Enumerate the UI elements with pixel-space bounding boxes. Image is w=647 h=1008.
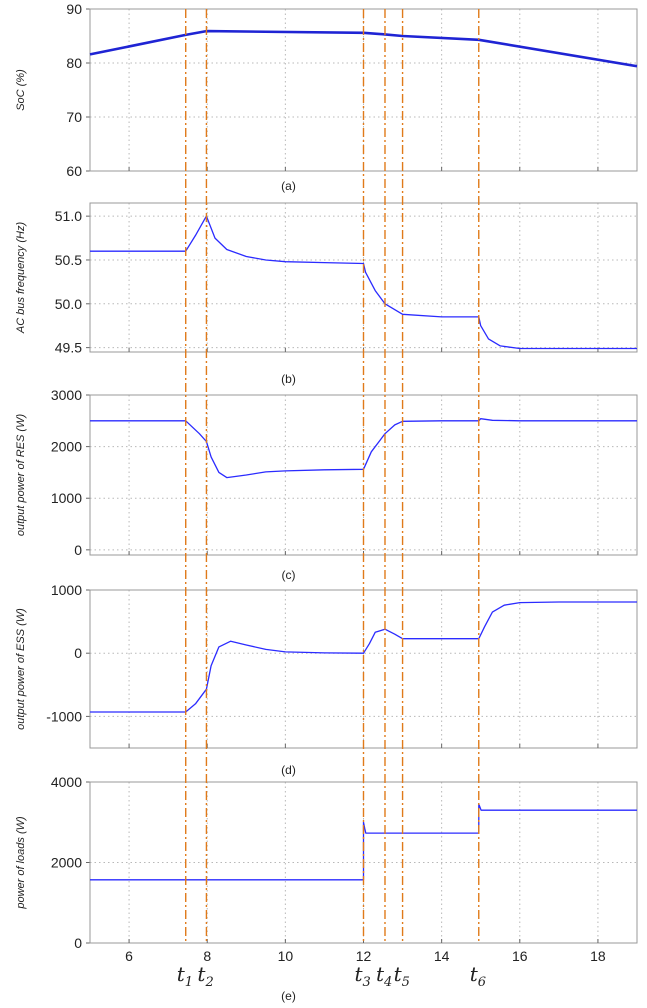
y-tick-label: 1000 (51, 490, 82, 506)
y-tick-label: 0 (74, 645, 82, 661)
y-tick-label: 4000 (51, 774, 82, 790)
y-axis-label: output power of RES (W) (15, 414, 27, 537)
y-tick-label: 0 (74, 542, 82, 558)
y-tick-label: 90 (66, 1, 82, 17)
y-axis-label: output power of ESS (W) (15, 608, 27, 730)
x-tick-label: 6 (125, 948, 133, 964)
series-line (90, 601, 637, 713)
series-line (90, 418, 637, 479)
event-label-subscript: 4 (383, 975, 392, 990)
panel-caption: (a) (281, 179, 296, 193)
event-label-subscript: 5 (402, 975, 410, 990)
x-tick-label: 8 (203, 948, 211, 964)
panel-2: 51.0 50.5 50.0 49.5 AC bus frequency (Hz) (b) (15, 202, 638, 386)
event-label: t4 (376, 962, 392, 990)
y-axis-label: SoC (%) (15, 69, 27, 111)
series-line (90, 215, 637, 350)
event-label: t6 (470, 962, 486, 990)
bottom-caption: (e) (281, 989, 296, 1003)
x-tick-label: 16 (512, 948, 528, 964)
y-tick-label: 70 (66, 109, 82, 125)
y-tick-label: 50.0 (55, 296, 82, 312)
event-label-subscript: 1 (185, 975, 193, 990)
event-label-subscript: 6 (478, 975, 486, 990)
y-tick-label: 60 (66, 163, 82, 179)
panel-4: 1000 0 -1000 output power of ESS (W) (d) (15, 582, 638, 777)
panel-caption: (b) (281, 372, 296, 386)
event-label-subscript: 2 (204, 975, 213, 990)
y-tick-label: 2000 (51, 439, 82, 455)
event-label: t3 (355, 962, 371, 990)
panel-caption: (c) (282, 568, 296, 582)
y-tick-label: 80 (66, 55, 82, 71)
y-tick-label: 3000 (51, 387, 82, 403)
y-tick-label: 51.0 (55, 208, 82, 224)
series-line (89, 29, 638, 68)
event-label: t2 (197, 962, 213, 990)
panel-1: 90 80 70 60 SoC (%) (a) (15, 1, 638, 193)
panel-3: 3000 2000 1000 0 output power of RES (W) (c) (15, 387, 638, 582)
y-tick-label: 2000 (51, 855, 82, 871)
event-label-subscript: 3 (363, 975, 371, 990)
panel-5: 4000 2000 0 power of loads (W) (15, 774, 638, 951)
y-tick-label: 1000 (51, 582, 82, 598)
event-label: t1 (177, 962, 193, 990)
y-tick-label: 49.5 (55, 340, 82, 356)
x-tick-label: 14 (434, 948, 450, 964)
y-axis-label: AC bus frequency (Hz) (15, 222, 27, 335)
event-label: t5 (394, 962, 410, 990)
y-tick-label: 0 (74, 935, 82, 951)
x-tick-label: 12 (356, 948, 372, 964)
y-tick-label: -1000 (46, 708, 82, 724)
x-tick-label: 10 (278, 948, 294, 964)
panel-caption: (d) (281, 763, 296, 777)
series-line (90, 803, 637, 881)
x-tick-label: 18 (590, 948, 606, 964)
y-tick-label: 50.5 (55, 252, 82, 268)
y-axis-label: power of loads (W) (15, 816, 27, 910)
